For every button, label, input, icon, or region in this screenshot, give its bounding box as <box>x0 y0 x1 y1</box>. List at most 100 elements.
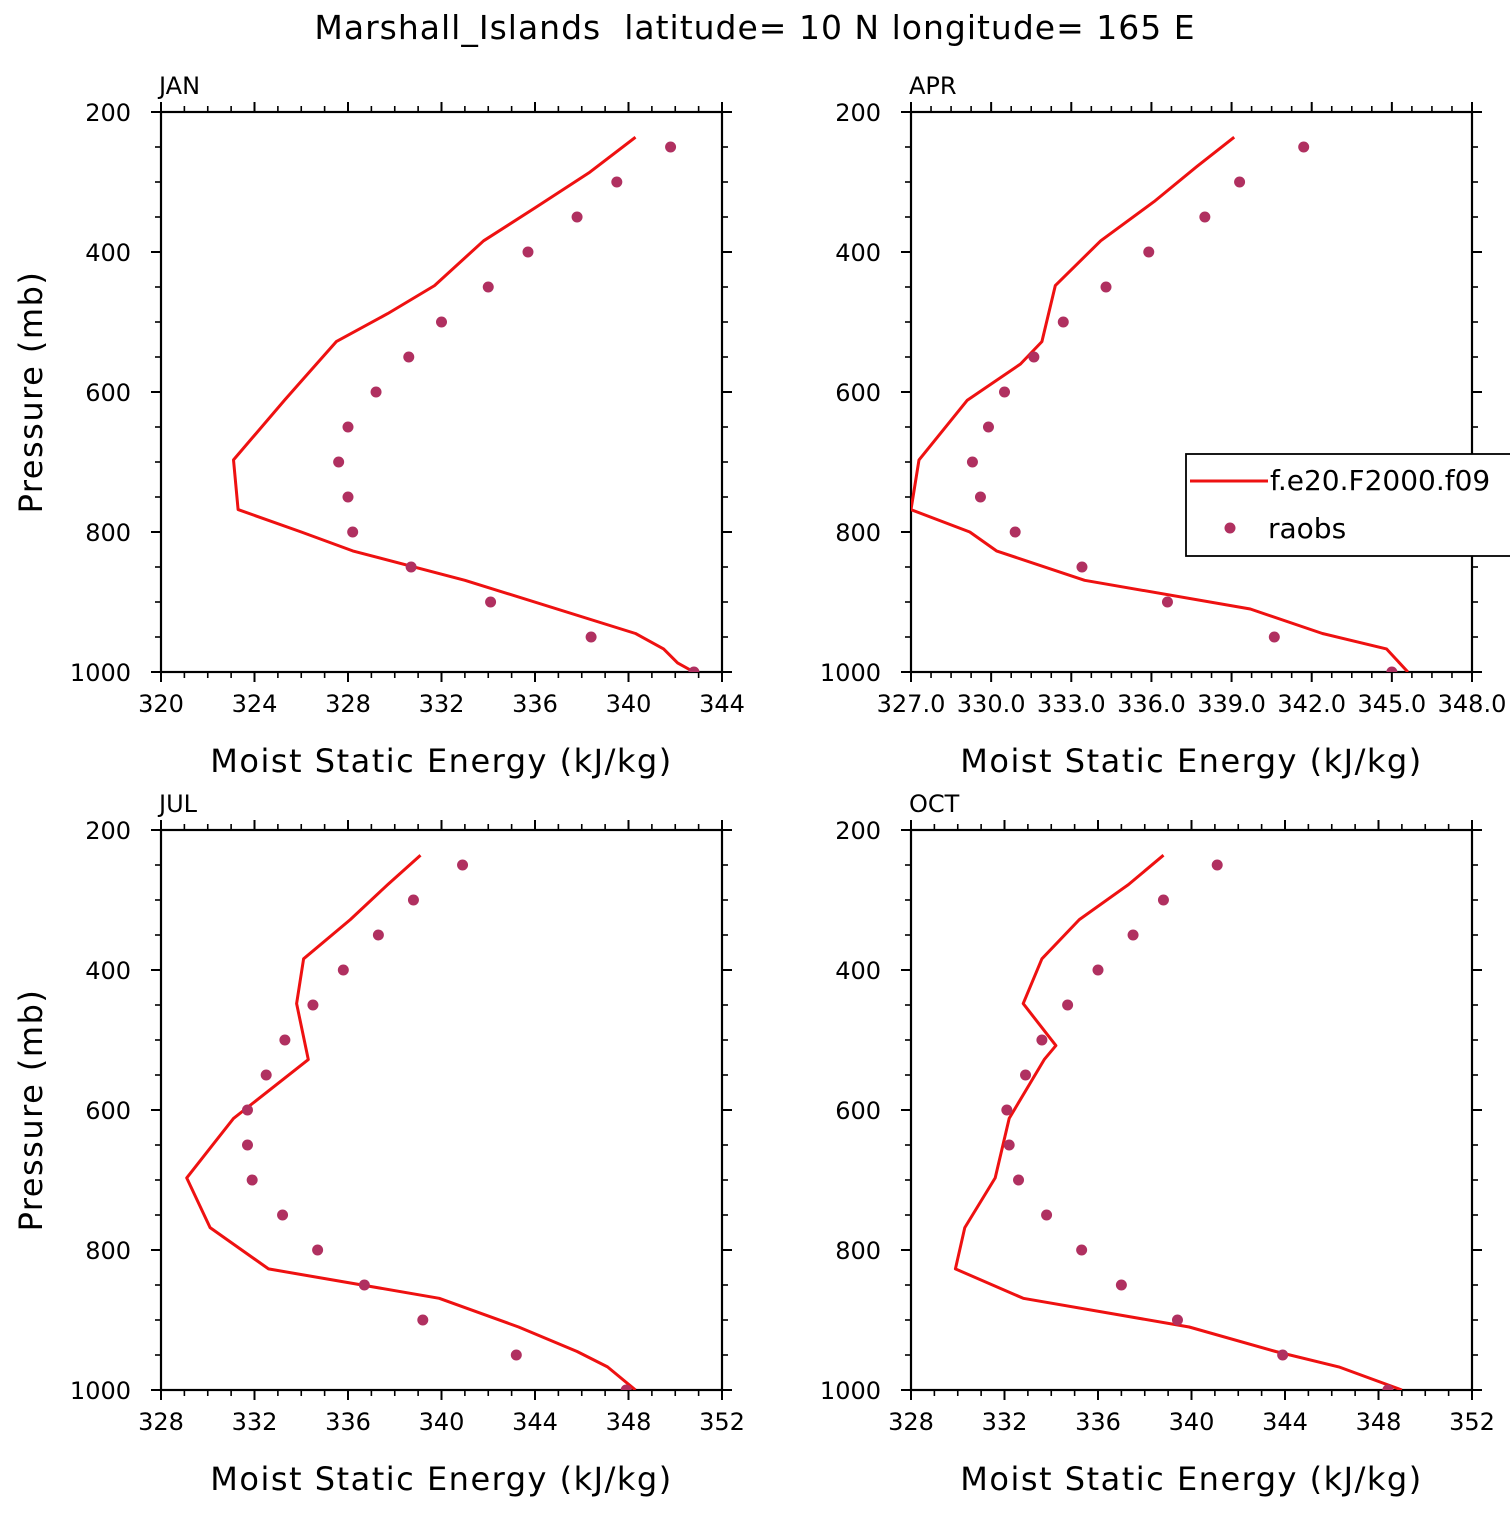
obs-point <box>1076 1244 1088 1256</box>
x-tick-label: 336 <box>1075 1408 1121 1436</box>
obs-point <box>688 666 700 672</box>
obs-point <box>611 176 623 188</box>
obs-point <box>1036 1034 1048 1046</box>
x-tick-label: 340 <box>1169 1408 1215 1436</box>
obs-point <box>342 421 354 433</box>
panel-label: OCT <box>909 790 960 818</box>
x-tick-label: 324 <box>232 690 278 718</box>
obs-point <box>1157 894 1169 906</box>
y-tick-label: 600 <box>835 379 881 407</box>
obs-point <box>585 631 597 643</box>
obs-point <box>620 1384 632 1390</box>
legend-box <box>1185 453 1510 557</box>
x-tick-label: 336.0 <box>1117 690 1186 718</box>
panel-data <box>911 136 1410 672</box>
obs-point <box>1199 211 1211 223</box>
x-tick-label: 330.0 <box>957 690 1026 718</box>
legend-model-label: f.e20.F2000.f09 <box>1270 464 1490 497</box>
y-tick-label: 200 <box>835 99 881 127</box>
obs-point <box>1161 596 1173 608</box>
panel-apr: 327.0 330.0 333.0 336.0 339.0 342.0 345.0 348.0… <box>820 72 1506 780</box>
obs-point <box>1234 176 1246 188</box>
y-tick-label: 600 <box>85 1097 131 1125</box>
y-tick-label: 600 <box>835 1097 881 1125</box>
x-tick-label: 344 <box>512 1408 558 1436</box>
obs-point <box>982 421 994 433</box>
y-tick-label: 200 <box>85 817 131 845</box>
y-axis-label: Pressure (mb) <box>12 989 50 1232</box>
obs-point <box>457 859 469 871</box>
obs-point <box>1003 1139 1015 1151</box>
y-tick-label: 200 <box>835 817 881 845</box>
y-tick-label: 400 <box>835 239 881 267</box>
obs-point <box>312 1244 324 1256</box>
obs-point <box>966 456 978 468</box>
plot-frame <box>159 110 724 674</box>
plot-frame <box>909 828 1474 1392</box>
x-tick-label: 348.0 <box>1438 690 1507 718</box>
model-series-line <box>953 854 1403 1390</box>
x-axis-label: Moist Static Energy (kJ/kg) <box>960 742 1422 780</box>
obs-point <box>1092 964 1104 976</box>
y-tick-label: 400 <box>85 239 131 267</box>
y-tick-label: 200 <box>85 99 131 127</box>
model-series-line <box>911 136 1410 672</box>
x-axis-label: Moist Static Energy (kJ/kg) <box>210 1460 672 1498</box>
obs-point <box>1013 1174 1025 1186</box>
obs-point <box>241 1104 253 1116</box>
x-tick-label: 328 <box>888 1408 934 1436</box>
panel-oct: 328 332 336 340 344 348 352 200 400 600 800 1000 OCT… <box>820 790 1495 1498</box>
obs-point <box>1062 999 1074 1011</box>
obs-point <box>333 456 345 468</box>
y-tick-label: 400 <box>835 957 881 985</box>
x-tick-label: 332 <box>982 1408 1028 1436</box>
y-tick-label: 1000 <box>820 1377 881 1405</box>
obs-point <box>1171 1314 1183 1326</box>
obs-point <box>277 1209 289 1221</box>
x-tick-label: 352 <box>699 1408 745 1436</box>
x-axis-label: Moist Static Energy (kJ/kg) <box>210 742 672 780</box>
x-tick-label: 342.0 <box>1277 690 1346 718</box>
plot-frame <box>909 110 1474 674</box>
legend-obs-label: raobs <box>1268 512 1346 545</box>
obs-point <box>1382 1384 1394 1390</box>
obs-point <box>485 596 497 608</box>
obs-point <box>999 386 1010 398</box>
obs-point <box>417 1314 429 1326</box>
y-tick-label: 1000 <box>70 659 131 687</box>
panel-jan: 320 324 328 332 336 340 344 200 400 600 800 1000 JAN… <box>12 72 745 780</box>
y-tick-label: 1000 <box>70 1377 131 1405</box>
x-tick-label: 348 <box>1356 1408 1402 1436</box>
obs-point <box>358 1279 370 1291</box>
obs-point <box>403 351 415 363</box>
obs-point <box>1298 141 1310 153</box>
y-axis-label: Pressure (mb) <box>12 271 50 514</box>
y-tick-label: 800 <box>835 519 881 547</box>
obs-point <box>1100 281 1112 293</box>
x-tick-label: 344 <box>1262 1408 1308 1436</box>
x-tick-label: 340 <box>606 690 652 718</box>
obs-point <box>405 561 417 573</box>
x-tick-label: 328 <box>325 690 371 718</box>
obs-point <box>510 1349 522 1361</box>
x-tick-label: 332 <box>419 690 465 718</box>
obs-point <box>370 386 382 398</box>
legend-obs-swatch <box>1224 522 1236 534</box>
obs-point <box>1009 526 1021 538</box>
obs-point <box>1057 316 1069 328</box>
x-tick-label: 328 <box>138 1408 184 1436</box>
obs-point <box>279 1034 291 1046</box>
obs-point <box>1386 666 1398 672</box>
obs-point <box>1277 1349 1289 1361</box>
model-series-line <box>232 136 695 672</box>
y-tick-label: 800 <box>835 1237 881 1265</box>
obs-point <box>1028 351 1040 363</box>
y-tick-label: 800 <box>85 1237 131 1265</box>
obs-point <box>407 894 419 906</box>
x-tick-label: 348 <box>606 1408 652 1436</box>
model-series-line <box>185 854 637 1390</box>
x-tick-label: 344 <box>699 690 745 718</box>
x-tick-label: 327.0 <box>877 690 946 718</box>
